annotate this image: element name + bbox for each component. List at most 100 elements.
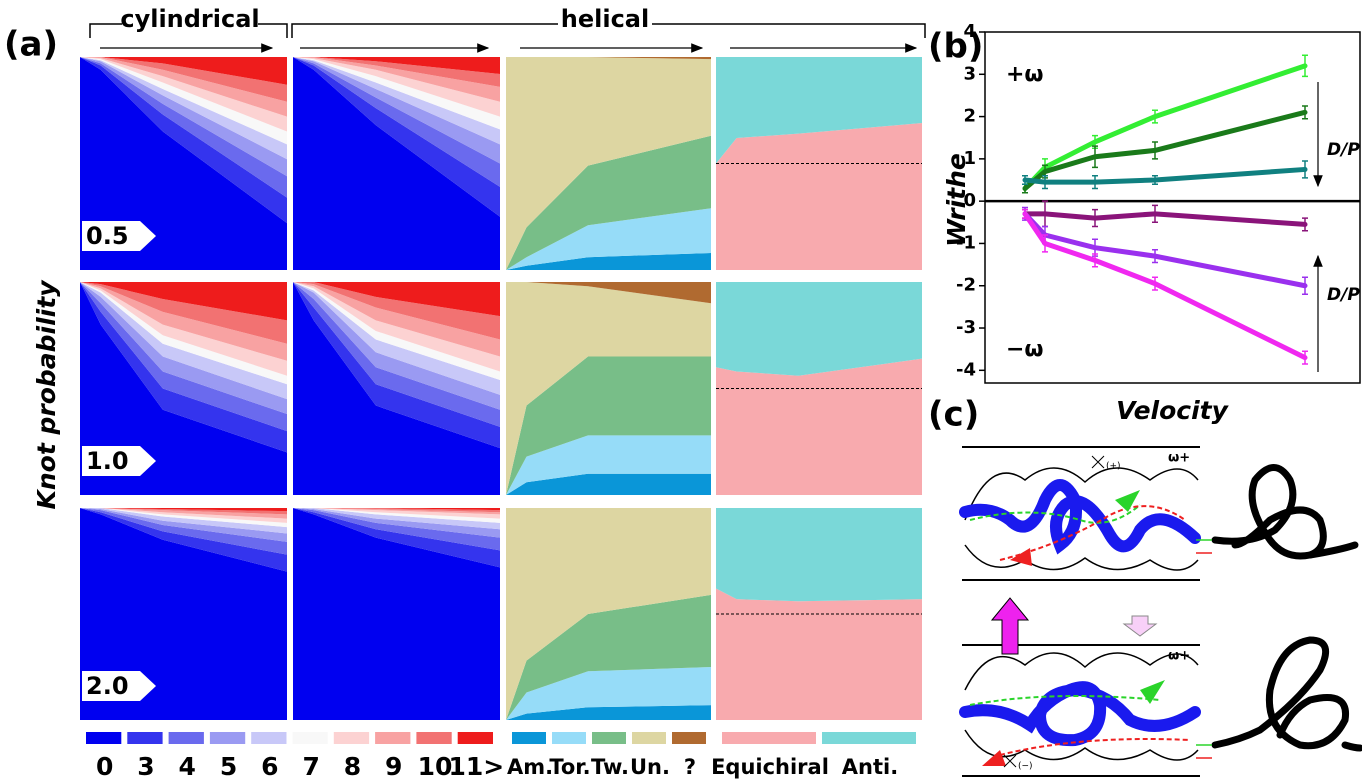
area	[506, 667, 711, 720]
legend-label: Tor.	[549, 755, 590, 779]
area	[80, 508, 287, 528]
error-bar	[1022, 175, 1028, 185]
area	[80, 508, 287, 555]
panel-b: -4 -3 -2 -1 0 1 2 3 4	[956, 21, 1361, 384]
error-bar	[1152, 204, 1158, 224]
error-bar	[1152, 141, 1158, 160]
legend-label: 6	[261, 752, 278, 781]
legend-label: 9	[385, 752, 402, 781]
annotation: +ω	[1006, 62, 1044, 87]
legend-swatch	[168, 732, 204, 744]
area	[80, 508, 287, 720]
legend-label: ?	[684, 755, 696, 779]
error-bar	[1302, 217, 1308, 232]
plot-frame	[984, 31, 1361, 384]
legend-label: 11>	[448, 752, 504, 781]
area	[80, 282, 287, 385]
area	[293, 57, 500, 75]
area	[293, 282, 500, 427]
area	[506, 282, 711, 495]
legend-swatch	[722, 732, 816, 744]
area	[80, 57, 287, 102]
area	[80, 508, 287, 542]
area	[716, 282, 922, 376]
area	[80, 57, 287, 224]
line	[1022, 166, 1308, 185]
annotation: −ω	[1006, 337, 1044, 362]
crossing-label: (−)	[1018, 762, 1033, 772]
legend-swatch	[416, 732, 452, 744]
row-badge	[82, 671, 156, 701]
area	[80, 282, 287, 495]
error-bar	[1152, 276, 1158, 291]
legend-label: 4	[179, 752, 196, 781]
area	[80, 508, 287, 572]
area	[506, 282, 711, 304]
crossing-label: (+)	[1106, 462, 1121, 472]
area	[293, 508, 500, 511]
area	[293, 57, 500, 217]
omega-label: ω+	[1168, 649, 1190, 664]
panel-label: (a)	[4, 25, 58, 65]
panel-label: (b)	[928, 27, 983, 67]
area	[293, 282, 500, 410]
y-tick-label: 4	[963, 21, 976, 42]
area	[293, 282, 500, 449]
omega-label: ω+	[1168, 451, 1190, 466]
error-bar	[1092, 145, 1098, 169]
area	[506, 135, 711, 270]
group-label: cylindrical	[120, 5, 259, 33]
legend-label: 10	[418, 752, 453, 781]
brackets	[89, 23, 926, 38]
area	[293, 282, 500, 357]
legend-swatch	[251, 732, 287, 744]
legend-swatch	[127, 732, 163, 744]
area	[506, 705, 711, 720]
legend-swatch	[292, 732, 328, 744]
area	[80, 57, 287, 198]
area	[293, 282, 500, 340]
y-axis-label: Knot probability	[32, 279, 61, 510]
y-tick-label: 2	[963, 106, 976, 127]
area	[80, 282, 287, 344]
error-bar	[1042, 234, 1048, 253]
row-badge	[82, 221, 156, 251]
error-bar	[1092, 208, 1098, 228]
panel-label: (c)	[928, 395, 979, 435]
error-bar	[1302, 276, 1308, 295]
legend-label: Equichiral	[711, 755, 829, 779]
legend-swatch	[457, 732, 493, 744]
area	[293, 508, 500, 530]
area	[716, 588, 922, 720]
error-bar	[1302, 105, 1308, 120]
area	[293, 57, 500, 87]
y-tick-label: -2	[956, 275, 976, 296]
legend-swatch	[592, 732, 626, 744]
y-tick-label: 3	[963, 63, 976, 84]
legend-swatch	[375, 732, 411, 744]
legend-label: 8	[344, 752, 361, 781]
area	[80, 508, 287, 519]
y-tick-label: -3	[956, 317, 976, 338]
area	[80, 508, 287, 515]
y-tick-label: 0	[963, 190, 976, 211]
area	[80, 57, 287, 270]
legend-label: 5	[220, 752, 237, 781]
area	[506, 252, 711, 270]
annotation: D/P	[1327, 140, 1360, 160]
legend-label: Am.	[507, 755, 553, 779]
row-label: 1.0	[86, 447, 129, 475]
legend-label: 0	[96, 752, 113, 781]
area	[293, 508, 500, 519]
diagram-c	[959, 446, 1362, 777]
legend-label: Anti.	[842, 755, 898, 779]
row-label: 0.5	[86, 222, 129, 250]
area	[506, 57, 711, 270]
legend-label: 7	[302, 752, 319, 781]
error-bar	[1022, 208, 1028, 219]
area	[80, 282, 287, 453]
area	[506, 356, 711, 495]
line	[1022, 211, 1308, 227]
area	[80, 508, 287, 512]
